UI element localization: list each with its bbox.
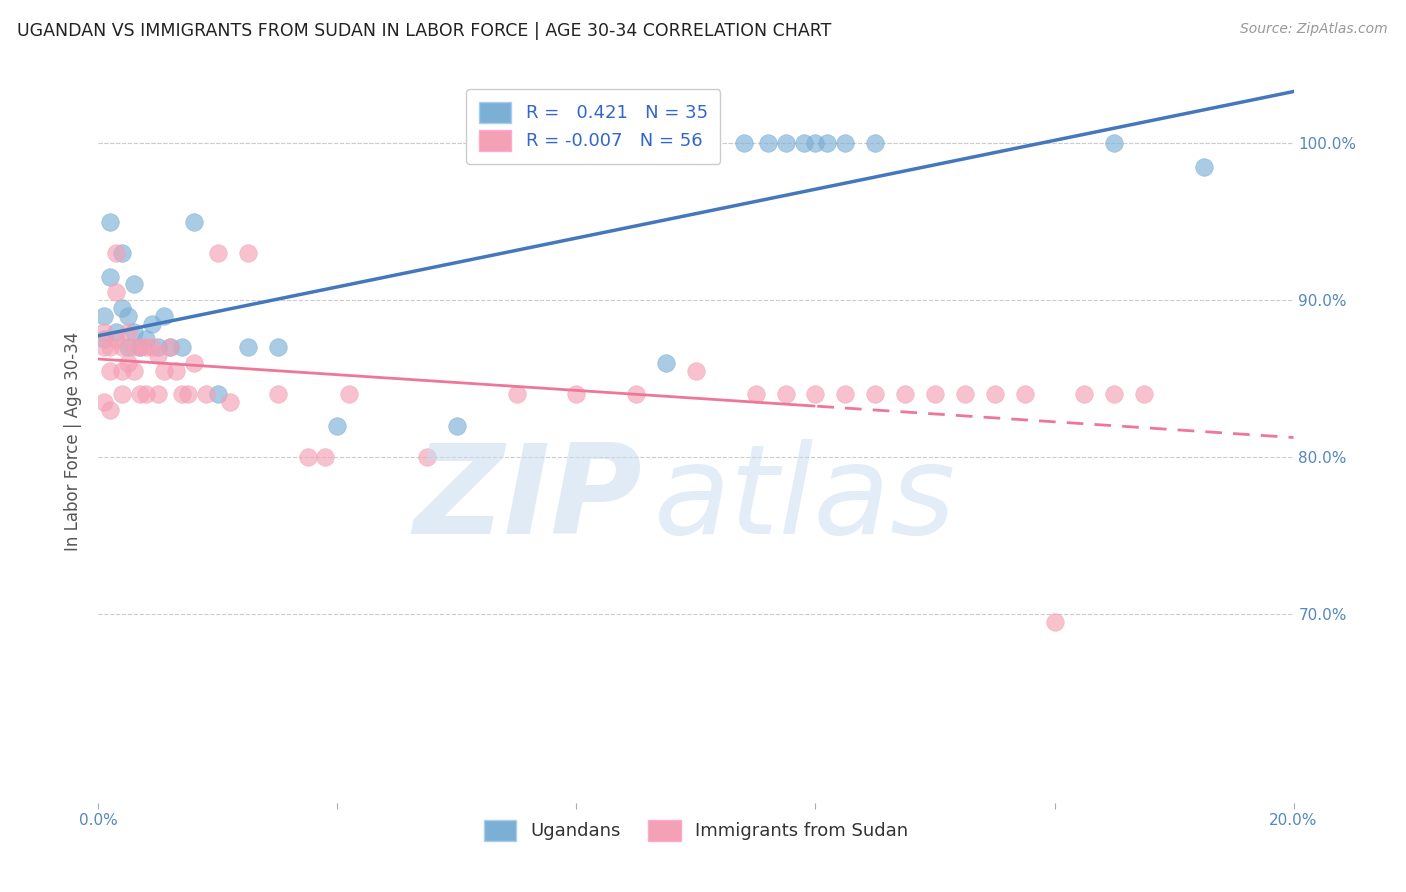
Point [1043, 615, 1066, 630]
Point [506, 387, 529, 401]
Point [183, 214, 205, 228]
Point [165, 364, 187, 378]
Point [804, 136, 827, 150]
Point [894, 387, 917, 401]
Text: Source: ZipAtlas.com: Source: ZipAtlas.com [1240, 22, 1388, 37]
Point [153, 309, 176, 323]
Point [315, 450, 337, 465]
Point [148, 348, 170, 362]
Y-axis label: In Labor Force | Age 30-34: In Labor Force | Age 30-34 [65, 332, 83, 551]
Point [111, 340, 134, 354]
Point [98, 214, 122, 228]
Point [267, 340, 290, 354]
Point [984, 387, 1007, 401]
Point [111, 301, 134, 315]
Point [793, 136, 815, 150]
Point [111, 364, 134, 378]
Point [236, 340, 259, 354]
Point [804, 387, 827, 401]
Point [148, 340, 170, 354]
Point [105, 246, 128, 260]
Point [1104, 136, 1126, 150]
Point [756, 136, 779, 150]
Legend: Ugandans, Immigrants from Sudan: Ugandans, Immigrants from Sudan [477, 813, 915, 848]
Point [953, 387, 976, 401]
Point [124, 364, 146, 378]
Point [236, 246, 259, 260]
Point [135, 333, 157, 347]
Point [733, 136, 755, 150]
Point [207, 387, 229, 401]
Point [775, 136, 797, 150]
Point [153, 364, 176, 378]
Point [135, 387, 157, 401]
Point [93, 333, 115, 347]
Point [183, 356, 205, 370]
Point [834, 136, 856, 150]
Point [124, 325, 146, 339]
Point [834, 387, 856, 401]
Point [124, 340, 146, 354]
Point [172, 340, 194, 354]
Point [159, 340, 181, 354]
Text: UGANDAN VS IMMIGRANTS FROM SUDAN IN LABOR FORCE | AGE 30-34 CORRELATION CHART: UGANDAN VS IMMIGRANTS FROM SUDAN IN LABO… [17, 22, 831, 40]
Point [98, 364, 122, 378]
Point [297, 450, 319, 465]
Point [655, 356, 678, 370]
Point [745, 387, 768, 401]
Point [98, 269, 122, 284]
Point [565, 387, 588, 401]
Point [267, 387, 290, 401]
Text: atlas: atlas [654, 439, 956, 560]
Point [105, 325, 128, 339]
Point [339, 387, 361, 401]
Point [865, 136, 887, 150]
Point [865, 387, 887, 401]
Point [1014, 387, 1036, 401]
Point [111, 387, 134, 401]
Point [219, 395, 242, 409]
Point [129, 387, 152, 401]
Point [416, 450, 439, 465]
Point [1073, 387, 1095, 401]
Point [1104, 387, 1126, 401]
Point [124, 277, 146, 292]
Point [105, 333, 128, 347]
Point [111, 246, 134, 260]
Point [105, 285, 128, 300]
Point [1192, 160, 1215, 174]
Text: ZIP: ZIP [413, 439, 643, 560]
Point [924, 387, 946, 401]
Point [159, 340, 181, 354]
Point [177, 387, 200, 401]
Point [117, 309, 139, 323]
Point [93, 325, 115, 339]
Point [207, 246, 229, 260]
Point [93, 340, 115, 354]
Point [93, 395, 115, 409]
Point [326, 418, 349, 433]
Point [117, 356, 139, 370]
Point [815, 136, 838, 150]
Point [117, 325, 139, 339]
Point [446, 418, 468, 433]
Point [93, 309, 115, 323]
Point [172, 387, 194, 401]
Point [1133, 387, 1156, 401]
Point [685, 364, 707, 378]
Point [129, 340, 152, 354]
Point [775, 387, 797, 401]
Point [141, 317, 163, 331]
Point [98, 403, 122, 417]
Point [135, 340, 157, 354]
Point [626, 387, 648, 401]
Point [195, 387, 218, 401]
Point [141, 340, 163, 354]
Point [148, 387, 170, 401]
Point [98, 340, 122, 354]
Point [129, 340, 152, 354]
Point [117, 340, 139, 354]
